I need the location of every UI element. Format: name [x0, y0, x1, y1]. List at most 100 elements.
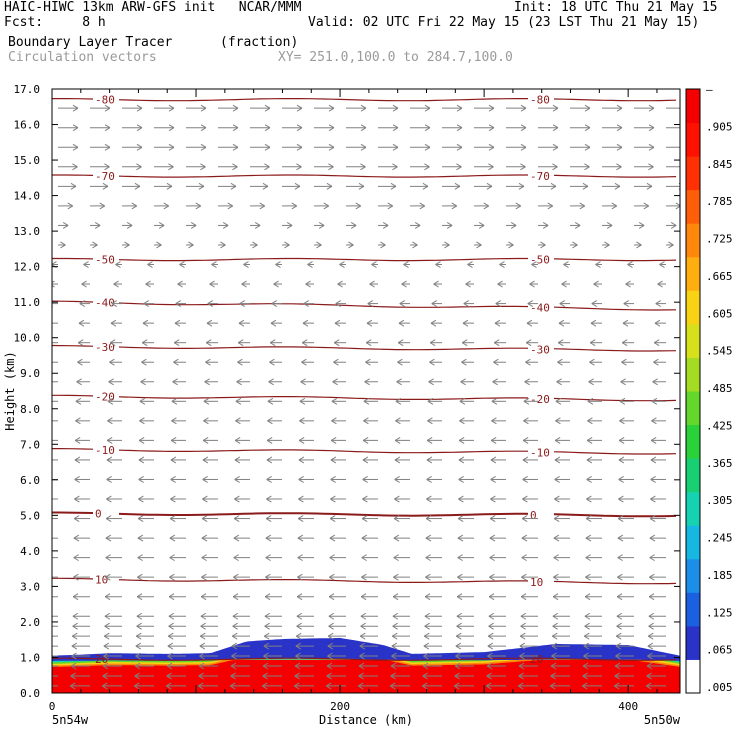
vector-head — [203, 397, 210, 405]
colorbar-swatch — [686, 189, 700, 224]
circulation-vectors — [42, 104, 680, 690]
vector-head — [241, 280, 247, 288]
vector-head — [136, 124, 143, 132]
vector-head — [220, 241, 226, 249]
vector-head — [526, 319, 533, 327]
vector-head — [198, 182, 205, 190]
vector-head — [167, 642, 174, 650]
vector-head — [42, 516, 47, 522]
colorbar-swatch — [686, 89, 700, 124]
vector-head — [493, 339, 500, 347]
y-tick-label: 10.0 — [14, 332, 41, 345]
vector-head — [74, 476, 80, 483]
cross-section-endpoints: XY= 251.0,100.0 to 284.7,100.0 — [278, 50, 513, 65]
vector-head — [395, 417, 401, 425]
vector-head — [627, 261, 633, 268]
vector-head — [557, 339, 564, 347]
vector-head — [169, 515, 176, 522]
vector-head — [202, 456, 209, 464]
vector-head — [105, 534, 112, 542]
vector-head — [265, 534, 272, 542]
vector-head — [648, 143, 655, 151]
vector-head — [297, 534, 304, 542]
vector-head — [329, 534, 336, 542]
vector-head — [364, 378, 370, 386]
isotherm-label-bg — [93, 573, 119, 586]
vector-head — [617, 573, 623, 581]
colorbar-label: .245 — [706, 532, 733, 545]
vector-head — [42, 535, 47, 541]
vector-head — [522, 476, 528, 483]
vector-head — [70, 662, 77, 670]
isotherm--80 — [52, 98, 677, 102]
vector-head — [429, 339, 436, 347]
vector-head — [646, 682, 652, 690]
vector-head — [648, 104, 655, 112]
vector-head — [305, 280, 311, 288]
vector-head — [552, 593, 559, 601]
vector-head — [552, 622, 558, 630]
vector-head — [390, 182, 397, 190]
vector-head — [553, 554, 559, 562]
vector-head — [488, 124, 495, 132]
vector-head — [522, 436, 529, 444]
vector-head — [139, 417, 145, 425]
vector-head — [104, 622, 110, 630]
vector-head — [614, 682, 620, 690]
isotherm--10 — [52, 448, 677, 455]
vector-head — [558, 319, 565, 327]
field-units: (fraction) — [220, 35, 299, 50]
vector-head — [232, 622, 238, 630]
vector-head — [490, 476, 496, 483]
vector-head — [643, 202, 650, 210]
vector-head — [295, 632, 302, 640]
vector-head — [203, 417, 209, 425]
vector-head — [294, 682, 300, 690]
vector-head — [579, 202, 586, 210]
colorbar-swatch — [686, 659, 700, 694]
vector-head — [457, 534, 464, 542]
colorbar-label: – — [706, 83, 713, 96]
vector-head — [552, 124, 559, 132]
vector-head — [190, 222, 197, 229]
vector-head — [583, 642, 590, 650]
vector-head — [426, 456, 433, 464]
vector-head — [551, 632, 558, 640]
colorbar-label: .185 — [706, 569, 733, 582]
vector-head — [172, 378, 178, 386]
colorbar-swatch — [686, 223, 700, 258]
vector-head — [617, 554, 623, 562]
vector-head — [616, 593, 623, 601]
isotherm-0 — [52, 511, 677, 518]
vector-head — [524, 378, 530, 386]
vector-head — [263, 632, 270, 640]
vector-head — [200, 622, 206, 630]
vector-head — [425, 534, 432, 542]
vector-head — [456, 143, 463, 151]
vector-head — [653, 358, 659, 366]
isotherm--70 — [52, 174, 677, 178]
vector-head — [487, 652, 493, 660]
vector-head — [520, 612, 527, 620]
isotherm-label: 10 — [95, 574, 108, 587]
vector-head — [521, 534, 528, 542]
vector-head — [328, 593, 335, 601]
vector-head — [616, 612, 623, 620]
vector-head — [167, 632, 174, 640]
colorbar-label: .665 — [706, 270, 733, 283]
vector-head — [585, 554, 591, 562]
vector-head — [134, 182, 141, 190]
x-axis: 0 200 400 — [49, 89, 658, 713]
vector-head — [73, 573, 79, 581]
vector-head — [451, 202, 458, 210]
y-tick-label: 15.0 — [14, 154, 41, 167]
vector-head — [587, 397, 594, 405]
vector-head — [99, 202, 106, 210]
vector-head — [71, 632, 78, 640]
colorbar-swatch — [686, 122, 700, 157]
vector-head — [401, 280, 407, 288]
isotherm-label: -80 — [95, 94, 115, 107]
vector-head — [521, 573, 527, 581]
y-tick-label: 17.0 — [14, 83, 41, 96]
vector-head — [615, 632, 622, 640]
